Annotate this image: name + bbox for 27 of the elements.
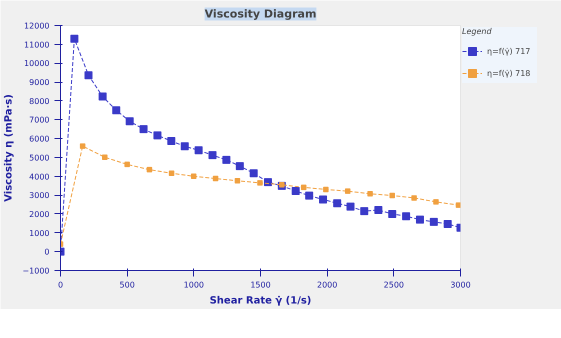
x-tick-label: 0 <box>58 280 64 290</box>
legend-label: η=f(γ̇) 717 <box>487 46 532 56</box>
x-tick-label: 500 <box>120 280 135 290</box>
y-tick-label: 8000 <box>29 96 50 106</box>
y-tick-label: 4000 <box>29 172 50 182</box>
x-tick-label: 2000 <box>316 280 338 290</box>
y-tick-label: 10000 <box>24 59 50 68</box>
y-axis-title: Viscosity η (mPa·s) <box>3 94 14 202</box>
y-tick-label: 9000 <box>29 78 50 88</box>
y-tick-label: 1000 <box>29 228 50 238</box>
y-tick-label: 7000 <box>29 116 50 125</box>
y-tick-label: 11000 <box>24 40 50 50</box>
legend-label: η=f(γ̇) 718 <box>487 68 532 78</box>
x-tick-label: 1000 <box>184 280 204 290</box>
y-tick-label: 2000 <box>29 210 50 219</box>
chart-title: Viscosity Diagram <box>204 8 316 20</box>
x-tick-label: 1500 <box>250 280 271 290</box>
y-tick-label: 3000 <box>29 191 50 200</box>
legend-title: Legend <box>462 27 493 36</box>
x-axis-title: Shear Rate γ̇ (1/s) <box>210 296 312 306</box>
y-tick-label: 5000 <box>29 153 50 162</box>
y-tick-label: 0 <box>44 248 50 257</box>
y-tick-label: 12000 <box>24 22 50 30</box>
x-tick-label: 3000 <box>450 280 471 290</box>
x-tick-label: 2500 <box>384 280 404 290</box>
y-tick-label: 6000 <box>29 134 50 144</box>
y-tick-label: −1000 <box>22 266 50 276</box>
